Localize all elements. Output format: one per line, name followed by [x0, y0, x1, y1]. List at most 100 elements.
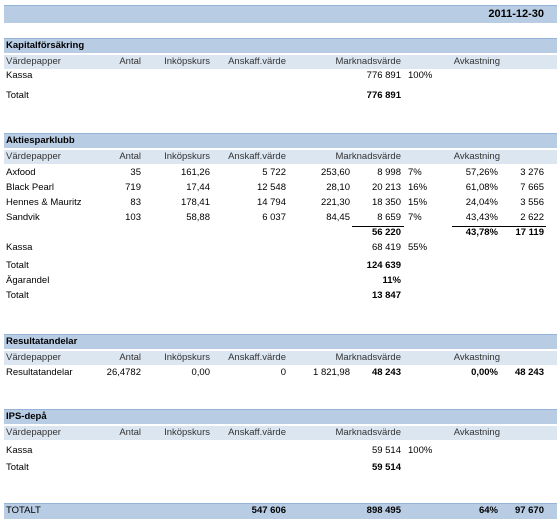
column-header: Marknadsvärde: [335, 427, 401, 438]
row-label: Kassa: [6, 445, 33, 456]
cell: 7%: [408, 212, 422, 223]
column-header: Antal: [119, 427, 141, 438]
cell: 1 821,98: [313, 367, 350, 378]
column-header: Inköpskurs: [164, 151, 210, 162]
column-header: Avkastning: [453, 151, 500, 162]
cell: 15%: [408, 197, 428, 208]
total-cell: 64%: [478, 505, 498, 516]
cell: 55%: [408, 242, 428, 253]
column-header: Värdepapper: [6, 56, 61, 67]
column-header: Värdepapper: [6, 352, 61, 363]
total-label: TOTALT: [6, 505, 41, 516]
row-label: Totalt: [6, 290, 29, 301]
header-bar: [4, 55, 557, 69]
row-label: Sandvik: [6, 212, 40, 223]
cell: 100%: [408, 445, 433, 456]
column-header: Avkastning: [453, 352, 500, 363]
cell: 178,41: [180, 197, 210, 208]
column-header: Anskaff.värde: [228, 427, 286, 438]
column-header: Inköpskurs: [164, 56, 210, 67]
top-bar: [4, 5, 557, 23]
column-header: Antal: [119, 352, 141, 363]
cell: 100%: [408, 70, 433, 81]
cell: 48 243: [514, 367, 544, 378]
cell: 5 722: [262, 167, 286, 178]
column-header: Marknadsvärde: [335, 352, 401, 363]
sum-line: [452, 226, 546, 227]
cell: 13 847: [371, 290, 401, 301]
cell: 253,60: [320, 167, 350, 178]
column-header: Anskaff.värde: [228, 352, 286, 363]
cell: 26,4782: [106, 367, 141, 378]
cell: 84,45: [326, 212, 350, 223]
cell: 48 243: [371, 367, 401, 378]
header-bar: [4, 150, 557, 164]
column-header: Marknadsvärde: [335, 56, 401, 67]
cell: 161,26: [180, 167, 210, 178]
section-bar: [4, 133, 557, 148]
column-header: Antal: [119, 151, 141, 162]
cell: 11%: [382, 275, 402, 286]
cell: 0: [280, 367, 286, 378]
cell: 61,08%: [465, 182, 498, 193]
cell: 28,10: [326, 182, 350, 193]
column-header: Anskaff.värde: [228, 151, 286, 162]
cell: 18 350: [371, 197, 401, 208]
sum-line: [352, 226, 404, 227]
column-header: Värdepapper: [6, 427, 61, 438]
cell: 83: [130, 197, 141, 208]
row-label: Hennes & Mauritz: [6, 197, 82, 208]
cell: 719: [125, 182, 141, 193]
cell: 43,43%: [465, 212, 498, 223]
cell: 2 622: [520, 212, 544, 223]
cell: 59 514: [371, 462, 401, 473]
cell: 12 548: [256, 182, 286, 193]
section-bar: [4, 334, 557, 349]
cell: 57,26%: [465, 167, 498, 178]
cell: 68 419: [371, 242, 401, 253]
cell: 776 891: [366, 70, 401, 81]
total-cell: 898 495: [366, 505, 401, 516]
cell: 14 794: [256, 197, 286, 208]
column-header: Avkastning: [453, 56, 500, 67]
total-cell: 547 606: [251, 505, 286, 516]
cell: 17,44: [186, 182, 210, 193]
cell: 8 998: [377, 167, 401, 178]
column-header: Avkastning: [453, 427, 500, 438]
cell: 58,88: [186, 212, 210, 223]
column-header: Inköpskurs: [164, 427, 210, 438]
header-bar: [4, 426, 557, 440]
row-label: Black Pearl: [6, 182, 55, 193]
cell: 7%: [408, 167, 422, 178]
column-header: Marknadsvärde: [335, 151, 401, 162]
row-label: Totalt: [6, 90, 29, 101]
cell: 0,00: [191, 367, 211, 378]
column-header: Anskaff.värde: [228, 56, 286, 67]
column-header: Värdepapper: [6, 151, 61, 162]
date: 2011-12-30: [488, 8, 544, 20]
section-title: Aktiesparklubb: [6, 135, 75, 146]
total-cell: 97 670: [514, 505, 544, 516]
cell: 0,00%: [471, 367, 498, 378]
row-label: Ägarandel: [6, 275, 50, 286]
cell: 6 037: [262, 212, 286, 223]
cell: 7 665: [520, 182, 544, 193]
column-header: Antal: [119, 56, 141, 67]
section-bar: [4, 409, 557, 424]
cell: 17 119: [515, 227, 544, 238]
cell: 776 891: [366, 90, 401, 101]
row-label: Kassa: [6, 242, 33, 253]
cell: 20 213: [371, 182, 401, 193]
total-bar: [4, 503, 557, 519]
row-label: Totalt: [6, 462, 29, 473]
cell: 3 556: [520, 197, 544, 208]
header-bar: [4, 351, 557, 365]
cell: 3 276: [520, 167, 544, 178]
cell: 59 514: [371, 445, 401, 456]
row-label: Axfood: [6, 167, 36, 178]
column-header: Inköpskurs: [164, 352, 210, 363]
cell: 43,78%: [465, 227, 498, 238]
cell: 35: [130, 167, 141, 178]
cell: 103: [125, 212, 141, 223]
